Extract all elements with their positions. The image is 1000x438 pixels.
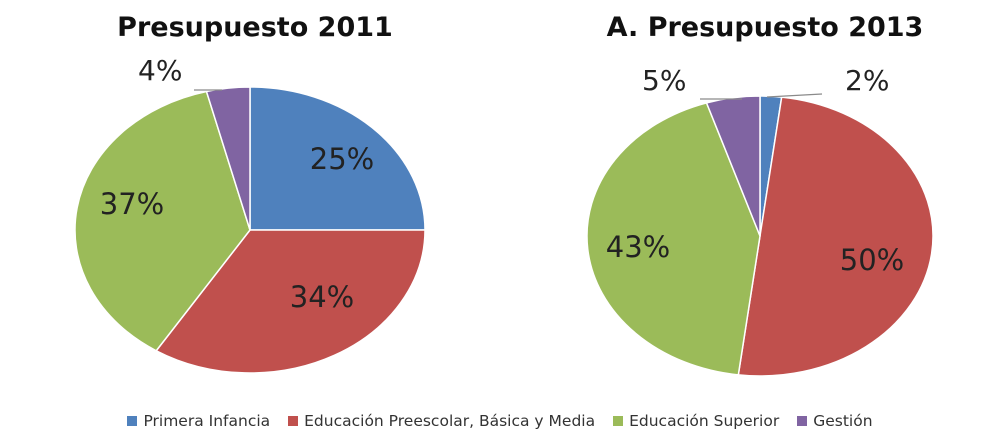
pie-2011: 25% 34% 37% 4% (74, 54, 426, 374)
legend-label: Primera Infancia (143, 412, 271, 430)
legend-label: Gestión (813, 412, 873, 430)
pie-slice-educacion-superior (586, 101, 761, 376)
legend-item-educacion-basica: Educación Preescolar, Básica y Media (288, 412, 595, 430)
legend-item-gestion: Gestión (797, 412, 873, 430)
legend-swatch (288, 416, 299, 426)
data-label: 5% (642, 64, 686, 97)
legend-label: Educación Superior (629, 412, 780, 430)
pie-slice-gestion (205, 86, 251, 231)
legend-item-primera-infancia: Primera Infancia (127, 412, 270, 430)
legend-label: Educación Preescolar, Básica y Media (304, 412, 596, 430)
data-label: 37% (100, 187, 164, 221)
data-label: 2% (845, 64, 889, 97)
data-label: 4% (138, 54, 182, 87)
pie-2013: 50% 43% 2% 5% (586, 64, 934, 377)
pie-slice-educacion-preescolar-basica-y-media (737, 96, 934, 377)
pie-slice-primera-infancia (249, 86, 426, 231)
legend-swatch (127, 416, 138, 426)
data-label: 25% (310, 142, 374, 176)
pie-slice-gestion (705, 95, 761, 237)
pie-slice-educacion-preescolar-basica-y-media (155, 229, 426, 374)
data-label: 50% (840, 243, 904, 277)
leader-line (766, 93, 823, 98)
legend-item-educacion-superior: Educación Superior (613, 412, 779, 430)
chart-title-2011: Presupuesto 2011 (117, 12, 393, 43)
legend: Primera Infancia Educación Preescolar, B… (0, 408, 1000, 434)
chart-title-2013: A. Presupuesto 2013 (607, 12, 924, 43)
data-label: 34% (290, 280, 354, 314)
legend-swatch (797, 416, 808, 426)
pie-slice-educacion-superior (74, 90, 251, 352)
legend-swatch (613, 416, 624, 426)
data-label: 43% (606, 230, 670, 264)
